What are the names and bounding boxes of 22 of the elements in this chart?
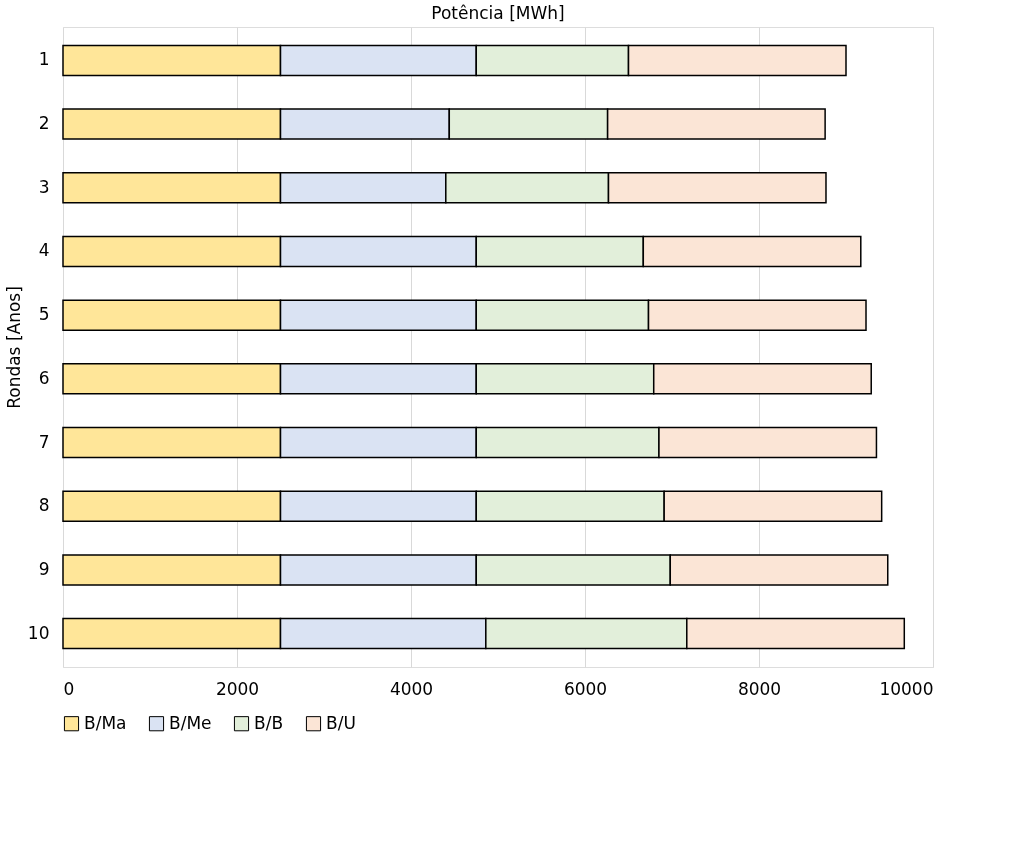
x-tick-label: 8000 — [737, 678, 782, 699]
legend-label: B/B — [254, 712, 284, 733]
y-tick-label: 6 — [38, 367, 50, 388]
y-axis-title: Rondas [Anos] — [3, 286, 24, 409]
y-tick-label: 10 — [27, 622, 50, 643]
y-tick-label: 2 — [38, 113, 50, 134]
y-tick-label: 5 — [38, 304, 50, 325]
x-tick-label: 6000 — [563, 678, 608, 699]
y-tick-label: 8 — [38, 495, 50, 516]
legend-label: B/Me — [169, 712, 212, 733]
y-tick-label: 9 — [38, 558, 50, 579]
y-tick-label: 4 — [38, 240, 50, 261]
y-tick-label: 1 — [38, 49, 50, 70]
legend-label: B/U — [326, 712, 356, 733]
x-tick-label: 2000 — [215, 678, 260, 699]
x-tick-label: 10000 — [879, 678, 934, 699]
x-tick-label: 4000 — [389, 678, 434, 699]
y-tick-label: 3 — [38, 176, 50, 197]
chart-title: Potência [MWh] — [431, 3, 565, 23]
y-tick-label: 7 — [38, 431, 50, 452]
legend-label: B/Ma — [84, 712, 127, 733]
x-tick-label: 0 — [63, 678, 75, 699]
